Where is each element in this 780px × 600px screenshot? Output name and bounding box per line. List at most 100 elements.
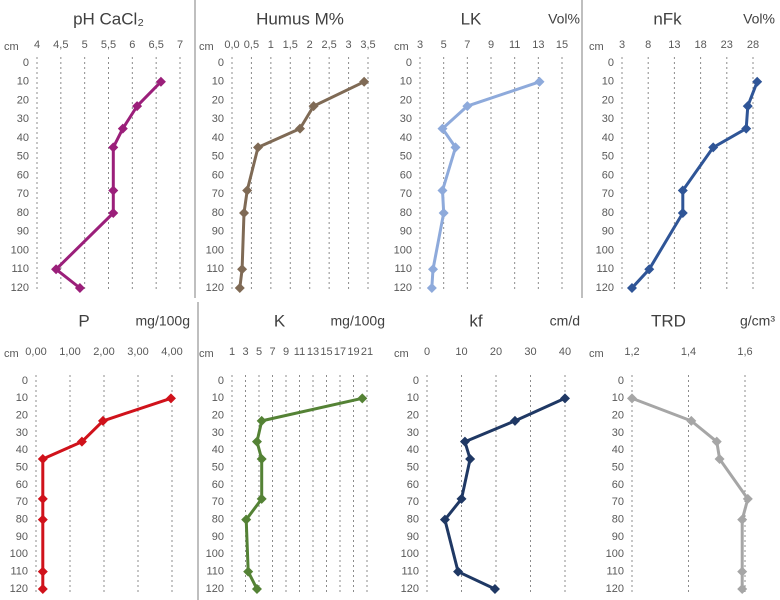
y-tick-label: 70 (602, 188, 614, 200)
marker (51, 264, 62, 275)
marker (686, 415, 697, 426)
y-axis-label: cm (199, 348, 214, 360)
x-tick-label: 13 (668, 39, 680, 51)
y-axis-label: cm (589, 348, 604, 360)
marker (439, 514, 450, 525)
x-tick-label: 3 (417, 39, 423, 51)
y-tick-label: 30 (602, 113, 614, 125)
marker (711, 436, 722, 447)
y-tick-label: 110 (11, 263, 29, 275)
y-tick-label: 70 (400, 188, 412, 200)
marker (456, 493, 467, 504)
x-tick-label: 1,2 (624, 346, 639, 358)
x-tick-label: 4,00 (161, 346, 182, 358)
unit-label: cm/d (550, 313, 580, 329)
y-tick-label: 80 (400, 207, 412, 219)
marker (76, 436, 87, 447)
x-tick-label: 7 (177, 39, 183, 51)
marker (256, 415, 267, 426)
y-tick-label: 50 (212, 151, 224, 163)
y-tick-label: 80 (212, 514, 224, 526)
y-tick-label: 110 (394, 263, 412, 275)
y-tick-label: 100 (206, 548, 224, 560)
marker (108, 208, 119, 218)
marker (108, 142, 119, 153)
y-tick-label: 70 (16, 496, 28, 508)
y-tick-label: 90 (612, 531, 624, 543)
profile-line (54, 80, 162, 290)
y-tick-label: 60 (612, 479, 624, 491)
marker (450, 142, 461, 153)
x-tick-label: 3 (242, 346, 248, 358)
x-tick-label: 40 (559, 346, 571, 358)
marker (295, 123, 305, 134)
y-tick-label: 10 (17, 76, 29, 88)
x-tick-label: 1,6 (737, 346, 752, 358)
marker (626, 283, 637, 293)
x-tick-label: 18 (694, 39, 706, 51)
y-tick-label: 20 (407, 410, 419, 422)
y-tick-label: 110 (606, 566, 624, 578)
x-tick-label: 13 (532, 39, 544, 51)
chart-title: nFk (653, 9, 682, 28)
y-tick-label: 10 (602, 76, 614, 88)
x-tick-label: 7 (269, 346, 275, 358)
y-tick-label: 20 (16, 410, 28, 422)
y-tick-label: 0 (22, 375, 28, 387)
y-tick-label: 20 (612, 410, 624, 422)
y-tick-label: 80 (16, 514, 28, 526)
y-tick-label: 0 (23, 57, 29, 69)
y-tick-label: 20 (602, 94, 614, 106)
y-axis-label: cm (394, 41, 409, 53)
x-tick-label: 23 (721, 39, 733, 51)
marker (737, 514, 748, 525)
y-tick-label: 120 (596, 282, 614, 294)
y-tick-label: 90 (212, 226, 224, 238)
y-tick-label: 20 (212, 94, 224, 106)
x-tick-label: 1 (229, 346, 235, 358)
marker (677, 185, 688, 196)
profile-line (41, 396, 172, 589)
y-tick-label: 120 (11, 282, 29, 294)
x-tick-label: 15 (556, 39, 568, 51)
y-tick-label: 10 (16, 392, 28, 404)
marker (256, 454, 267, 464)
marker (509, 415, 520, 426)
marker (453, 566, 464, 577)
x-tick-label: 8 (645, 39, 651, 51)
y-tick-label: 50 (400, 151, 412, 163)
y-tick-label: 40 (17, 132, 29, 144)
x-tick-label: 5 (82, 39, 88, 51)
y-tick-label: 60 (16, 479, 28, 491)
y-tick-label: 30 (212, 113, 224, 125)
y-tick-label: 70 (407, 496, 419, 508)
unit-label: g/cm³ (740, 313, 775, 329)
unit-label: Vol% (743, 11, 775, 27)
y-tick-label: 40 (612, 444, 624, 456)
y-tick-label: 0 (413, 375, 419, 387)
marker (308, 101, 319, 112)
y-tick-label: 60 (602, 169, 614, 181)
y-tick-label: 40 (212, 444, 224, 456)
y-axis-label: cm (4, 348, 19, 360)
profile-line (430, 80, 540, 289)
x-tick-label: 21 (361, 346, 373, 358)
profile-line (630, 81, 759, 290)
profile-line (631, 396, 750, 589)
marker (239, 208, 250, 218)
x-tick-label: 6 (129, 39, 135, 51)
y-tick-label: 70 (612, 496, 624, 508)
y-tick-label: 30 (400, 113, 412, 125)
marker (737, 584, 748, 594)
y-tick-label: 80 (407, 514, 419, 526)
y-tick-label: 100 (10, 548, 28, 560)
marker (243, 566, 254, 577)
marker (437, 185, 448, 196)
x-tick-label: 1,5 (283, 39, 298, 51)
y-tick-label: 110 (596, 263, 614, 275)
marker (37, 454, 48, 464)
marker (165, 393, 176, 404)
marker (465, 454, 476, 464)
marker (132, 101, 143, 112)
